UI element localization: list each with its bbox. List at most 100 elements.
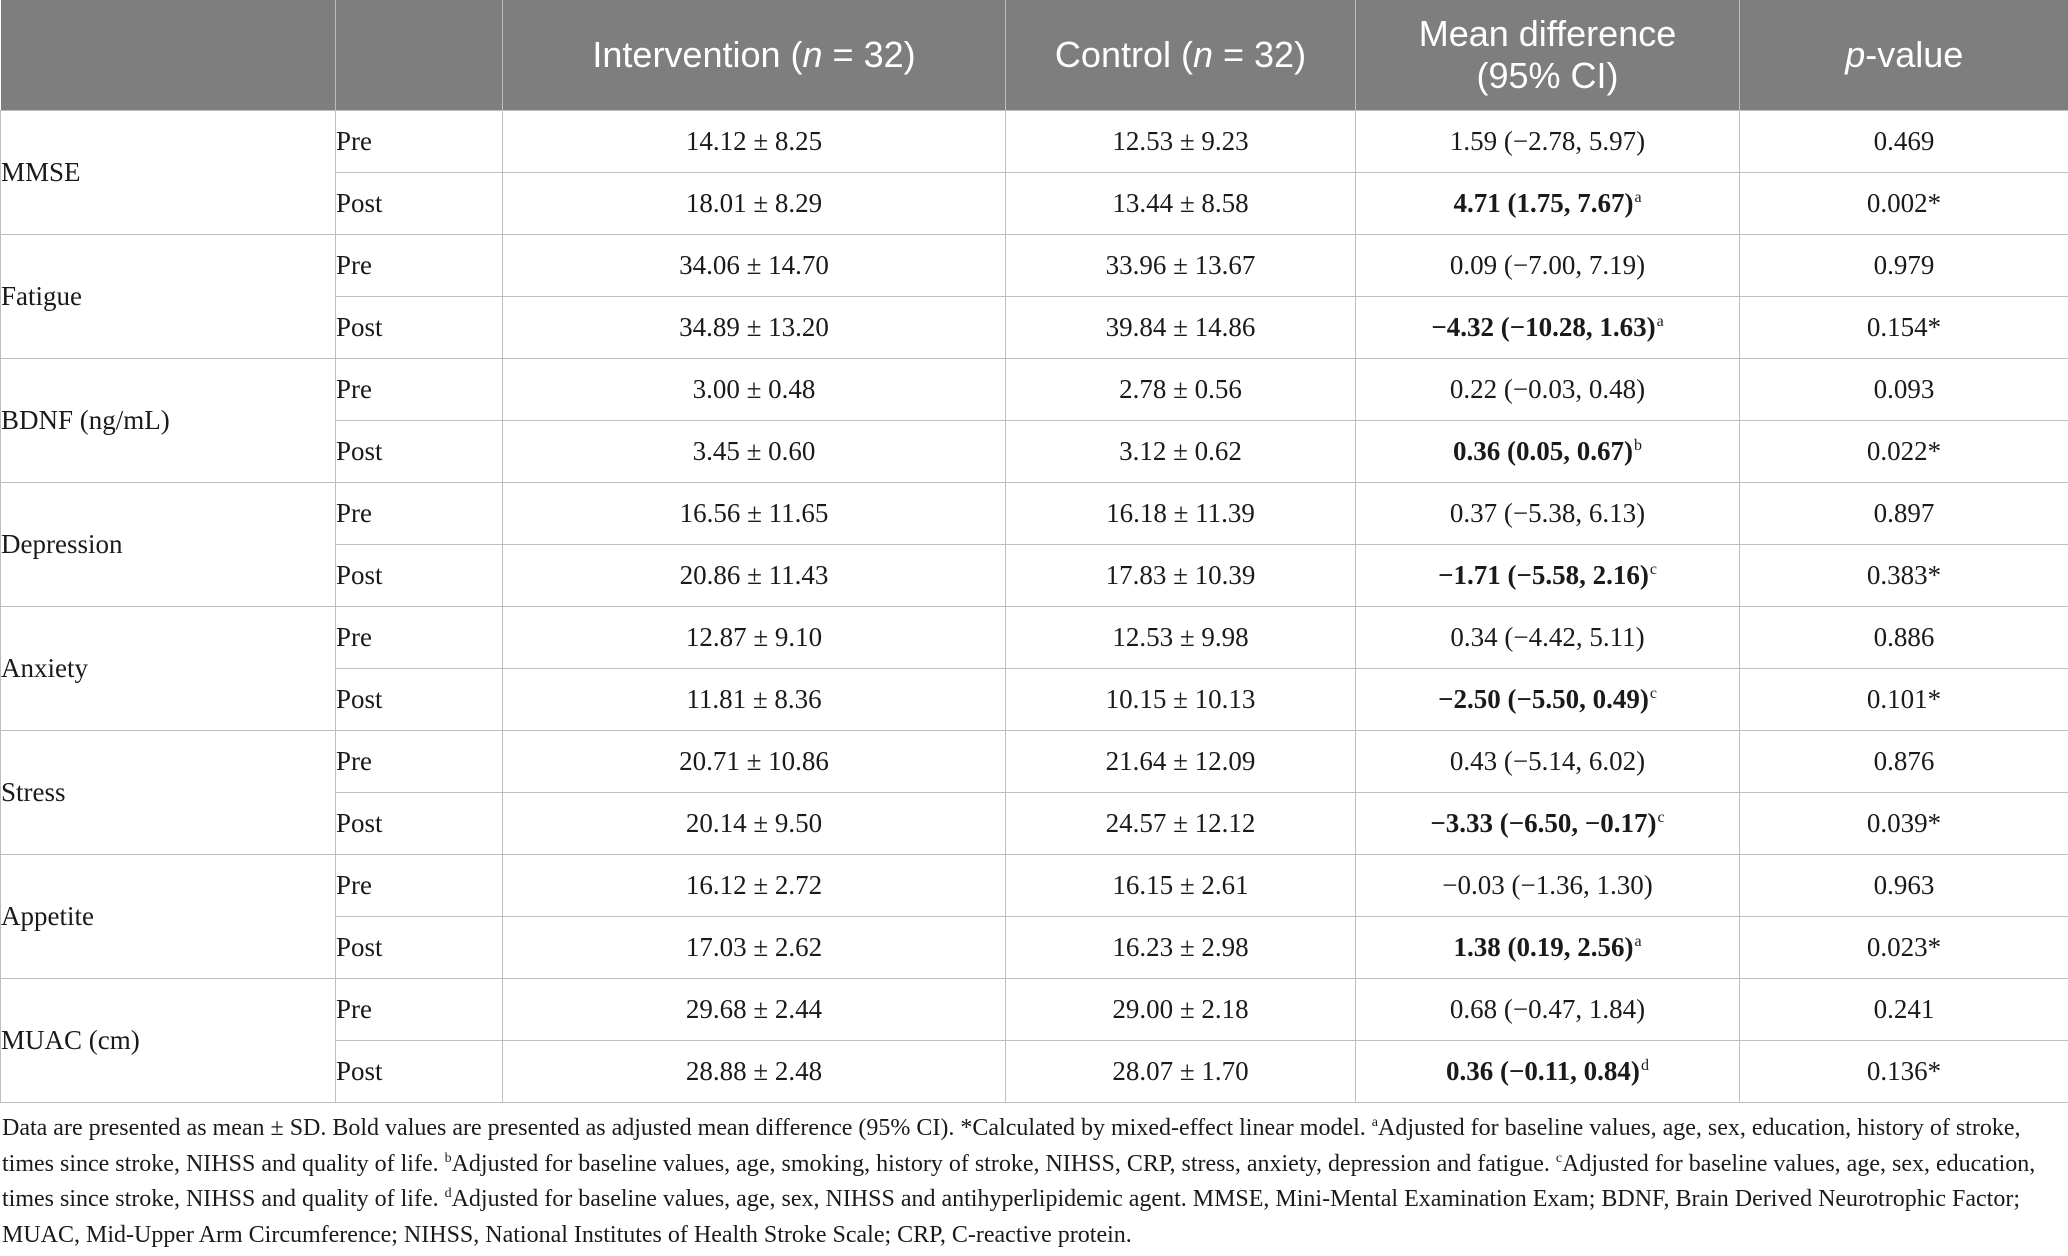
outcome-label-text: MMSE: [1, 157, 81, 187]
table-row: Post 17.03 ± 2.62 16.23 ± 2.98 1.38 (0.19, …: [1, 916, 2068, 979]
intervention-value: 20.71 ± 10.86: [502, 730, 1006, 793]
mean-difference-value: 0.22 (−0.03, 0.48): [1355, 358, 1740, 421]
results-table: Intervention (n = 32) Control (n = 32) M…: [0, 0, 2068, 1103]
header-intervention-suffix: = 32): [822, 34, 916, 75]
intervention-value-text: 16.56 ± 11.65: [679, 498, 829, 528]
header-mean-difference-line2: (95% CI): [1476, 55, 1619, 96]
timepoint-label: Pre: [335, 854, 503, 917]
table-row: Stress Pre 20.71 ± 10.86 21.64 ± 12.09 0.43 …: [0, 730, 2068, 855]
mean-difference-value-text: −2.50 (−5.50, 0.49): [1438, 684, 1649, 714]
mean-difference-value: 0.68 (−0.47, 1.84): [1355, 978, 1740, 1041]
intervention-value: 12.87 ± 9.10: [502, 606, 1006, 669]
mean-difference-value-text: 1.38 (0.19, 2.56): [1453, 932, 1634, 962]
control-value: 16.23 ± 2.98: [1005, 916, 1356, 979]
mean-difference-value-text: 0.68 (−0.47, 1.84): [1449, 994, 1646, 1024]
p-value-text: 0.039*: [1866, 808, 1942, 838]
footnote-marker-a: a: [1371, 1115, 1378, 1130]
outcome-label: Appetite: [0, 854, 336, 979]
mean-difference-value-text: 0.09 (−7.00, 7.19): [1449, 250, 1646, 280]
footnote-text-1: Data are presented as mean ± SD. Bold va…: [2, 1115, 1372, 1141]
intervention-value: 28.88 ± 2.48: [502, 1040, 1006, 1103]
p-value-text: 0.154*: [1866, 312, 1942, 342]
timepoint-label-text: Pre: [336, 498, 372, 528]
p-value-text: 0.101*: [1866, 684, 1942, 714]
timepoint-label-text: Pre: [336, 374, 372, 404]
intervention-value-text: 20.14 ± 9.50: [685, 808, 823, 838]
control-value-text: 33.96 ± 13.67: [1105, 250, 1256, 280]
header-mean-difference: Mean difference (95% CI): [1355, 0, 1740, 111]
p-value: 0.039*: [1739, 792, 2068, 855]
p-value-text: 0.886: [1873, 622, 1935, 652]
footnote-marker: a: [1656, 313, 1664, 330]
timepoint-label: Post: [335, 296, 503, 359]
control-value-text: 16.15 ± 2.61: [1112, 870, 1249, 900]
footnote-marker: d: [1640, 1057, 1649, 1074]
control-value: 33.96 ± 13.67: [1005, 234, 1356, 297]
mean-difference-value: 1.59 (−2.78, 5.97): [1355, 110, 1740, 173]
mean-difference-value: 0.43 (−5.14, 6.02): [1355, 730, 1740, 793]
mean-difference-value: 0.09 (−7.00, 7.19): [1355, 234, 1740, 297]
timepoint-label: Pre: [335, 358, 503, 421]
mean-difference-value: 0.37 (−5.38, 6.13): [1355, 482, 1740, 545]
table-footnote: Data are presented as mean ± SD. Bold va…: [2, 1111, 2062, 1253]
p-value: 0.093: [1739, 358, 2068, 421]
outcome-label: MMSE: [0, 110, 336, 235]
p-value: 0.963: [1739, 854, 2068, 917]
intervention-value: 34.89 ± 13.20: [502, 296, 1006, 359]
control-value: 39.84 ± 14.86: [1005, 296, 1356, 359]
mean-difference-value: −2.50 (−5.50, 0.49)c: [1355, 668, 1740, 731]
intervention-value: 20.86 ± 11.43: [502, 544, 1006, 607]
footnote-text-3: Adjusted for baseline values, age, smoki…: [451, 1150, 1556, 1177]
outcome-label-text: MUAC (cm): [1, 1025, 140, 1055]
mean-difference-value: 1.38 (0.19, 2.56)a: [1355, 916, 1740, 979]
footnote-marker: a: [1634, 933, 1642, 950]
p-value-text: 0.136*: [1866, 1056, 1942, 1086]
mean-difference-value-text: 0.34 (−4.42, 5.11): [1450, 622, 1645, 652]
footnote-text-2: Adjusted for baseline values, age, sex, …: [2, 1115, 2021, 1177]
p-value-text: 0.093: [1873, 374, 1935, 404]
header-intervention-n: n: [802, 34, 823, 75]
outcome-label: Anxiety: [0, 606, 336, 731]
control-value-text: 10.15 ± 10.13: [1105, 684, 1256, 714]
timepoint-label: Pre: [335, 978, 503, 1041]
control-value: 16.18 ± 11.39: [1005, 482, 1356, 545]
footnote-marker: c: [1649, 561, 1657, 578]
p-value: 0.154*: [1739, 296, 2068, 359]
control-value: 24.57 ± 12.12: [1005, 792, 1356, 855]
table-row: MMSE Pre 14.12 ± 8.25 12.53 ± 9.23 1.59 (−2.…: [0, 110, 2068, 235]
outcome-label: Depression: [0, 482, 336, 607]
p-value: 0.979: [1739, 234, 2068, 297]
intervention-value: 16.12 ± 2.72: [502, 854, 1006, 917]
outcome-label-text: BDNF (ng/mL): [1, 405, 170, 435]
timepoint-label-text: Post: [336, 436, 383, 466]
control-value: 12.53 ± 9.98: [1005, 606, 1356, 669]
mean-difference-value: −0.03 (−1.36, 1.30): [1355, 854, 1740, 917]
timepoint-label-text: Pre: [336, 994, 372, 1024]
intervention-value-text: 3.45 ± 0.60: [692, 436, 816, 466]
table-row: Post 28.88 ± 2.48 28.07 ± 1.70 0.36 (−0.11,…: [1, 1040, 2068, 1103]
timepoint-label-text: Pre: [336, 746, 372, 776]
mean-difference-value-text: −3.33 (−6.50, −0.17): [1430, 808, 1657, 838]
p-value-text: 0.963: [1873, 870, 1935, 900]
timepoint-label-text: Pre: [336, 250, 372, 280]
header-timepoint: [335, 0, 503, 111]
control-value-text: 17.83 ± 10.39: [1105, 560, 1256, 590]
header-control-suffix: = 32): [1213, 34, 1307, 75]
footnote-marker: c: [1649, 685, 1657, 702]
header-control-n: n: [1192, 34, 1213, 75]
p-value: 0.101*: [1739, 668, 2068, 731]
table-row: Anxiety Pre 12.87 ± 9.10 12.53 ± 9.98 0.34 (…: [0, 606, 2068, 731]
mean-difference-value-text: 0.36 (0.05, 0.67): [1453, 436, 1633, 466]
intervention-value-text: 3.00 ± 0.48: [692, 374, 816, 404]
intervention-value-text: 18.01 ± 8.29: [685, 188, 823, 218]
timepoint-label-text: Post: [336, 684, 383, 714]
footnote-marker: c: [1657, 809, 1665, 826]
table-row: Post 20.14 ± 9.50 24.57 ± 12.12 −3.33 (−6.5…: [1, 792, 2068, 855]
control-value-text: 24.57 ± 12.12: [1105, 808, 1256, 838]
control-value-text: 39.84 ± 14.86: [1105, 312, 1256, 342]
p-value-text: 0.979: [1873, 250, 1935, 280]
table-row: Post 34.89 ± 13.20 39.84 ± 14.86 −4.32 (−10…: [1, 296, 2068, 359]
p-value: 0.886: [1739, 606, 2068, 669]
footnote-marker-d: d: [444, 1186, 452, 1201]
timepoint-label: Pre: [335, 110, 503, 173]
